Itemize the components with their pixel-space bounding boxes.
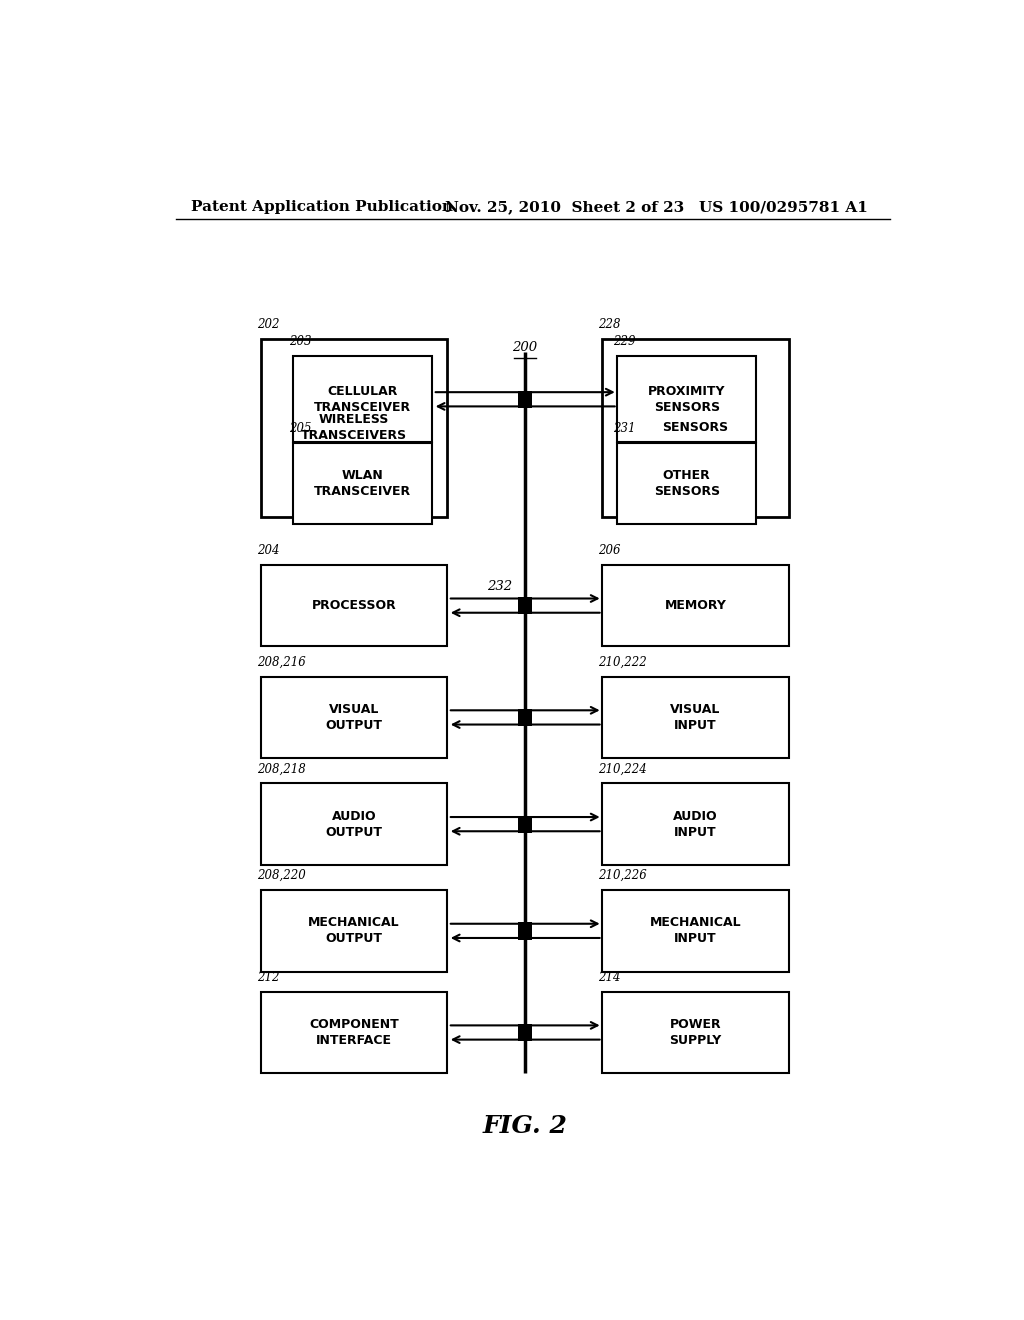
Bar	[518, 391, 531, 408]
Text: VISUAL
OUTPUT: VISUAL OUTPUT	[326, 704, 383, 731]
Bar	[261, 890, 447, 972]
Text: 231: 231	[613, 422, 636, 434]
Bar	[261, 784, 447, 865]
Text: WLAN
TRANSCEIVER: WLAN TRANSCEIVER	[314, 469, 412, 498]
Bar	[602, 565, 788, 647]
Text: SENSORS: SENSORS	[663, 421, 728, 434]
Bar	[518, 1024, 531, 1041]
Text: WIRELESS
TRANSCEIVERS: WIRELESS TRANSCEIVERS	[301, 413, 408, 442]
Bar	[617, 444, 756, 524]
Text: 208,218: 208,218	[257, 763, 306, 775]
Text: VISUAL
INPUT: VISUAL INPUT	[671, 704, 721, 731]
Text: FIG. 2: FIG. 2	[482, 1114, 567, 1138]
Text: 228: 228	[598, 318, 621, 331]
Text: 210,224: 210,224	[598, 763, 647, 775]
Text: MECHANICAL
OUTPUT: MECHANICAL OUTPUT	[308, 916, 400, 945]
Text: US 100/0295781 A1: US 100/0295781 A1	[699, 201, 868, 214]
Text: Nov. 25, 2010  Sheet 2 of 23: Nov. 25, 2010 Sheet 2 of 23	[445, 201, 685, 214]
Text: 210,222: 210,222	[598, 656, 647, 669]
Text: PROCESSOR: PROCESSOR	[311, 599, 396, 612]
Text: 212: 212	[257, 970, 280, 983]
Bar	[602, 890, 788, 972]
Text: 205: 205	[290, 422, 312, 434]
Bar	[261, 565, 447, 647]
Text: POWER
SUPPLY: POWER SUPPLY	[670, 1018, 722, 1047]
Bar	[617, 356, 756, 442]
Bar	[602, 339, 788, 516]
Text: PROXIMITY
SENSORS: PROXIMITY SENSORS	[648, 385, 725, 413]
Bar	[602, 784, 788, 865]
Text: 229: 229	[613, 335, 636, 348]
Bar	[602, 677, 788, 758]
Text: 232: 232	[486, 581, 512, 594]
Bar	[518, 923, 531, 940]
Text: MECHANICAL
INPUT: MECHANICAL INPUT	[649, 916, 741, 945]
Text: COMPONENT
INTERFACE: COMPONENT INTERFACE	[309, 1018, 399, 1047]
Text: 214: 214	[598, 970, 621, 983]
Bar	[294, 444, 432, 524]
Bar	[602, 991, 788, 1073]
Bar	[518, 709, 531, 726]
Text: Patent Application Publication: Patent Application Publication	[191, 201, 454, 214]
Text: 204: 204	[257, 544, 280, 557]
Bar	[518, 597, 531, 614]
Text: 203: 203	[290, 335, 312, 348]
Text: 210,226: 210,226	[598, 869, 647, 882]
Text: 200: 200	[512, 341, 538, 354]
Text: 208,220: 208,220	[257, 869, 306, 882]
Bar	[261, 339, 447, 516]
Bar	[261, 991, 447, 1073]
Text: CELLULAR
TRANSCEIVER: CELLULAR TRANSCEIVER	[314, 385, 412, 413]
Text: 208,216: 208,216	[257, 656, 306, 669]
Text: OTHER
SENSORS: OTHER SENSORS	[653, 469, 720, 498]
Text: MEMORY: MEMORY	[665, 599, 726, 612]
Bar	[294, 356, 432, 442]
Text: 206: 206	[598, 544, 621, 557]
Text: AUDIO
OUTPUT: AUDIO OUTPUT	[326, 809, 383, 838]
Bar	[261, 677, 447, 758]
Text: AUDIO
INPUT: AUDIO INPUT	[673, 809, 718, 838]
Bar	[518, 816, 531, 833]
Text: 202: 202	[257, 318, 280, 331]
